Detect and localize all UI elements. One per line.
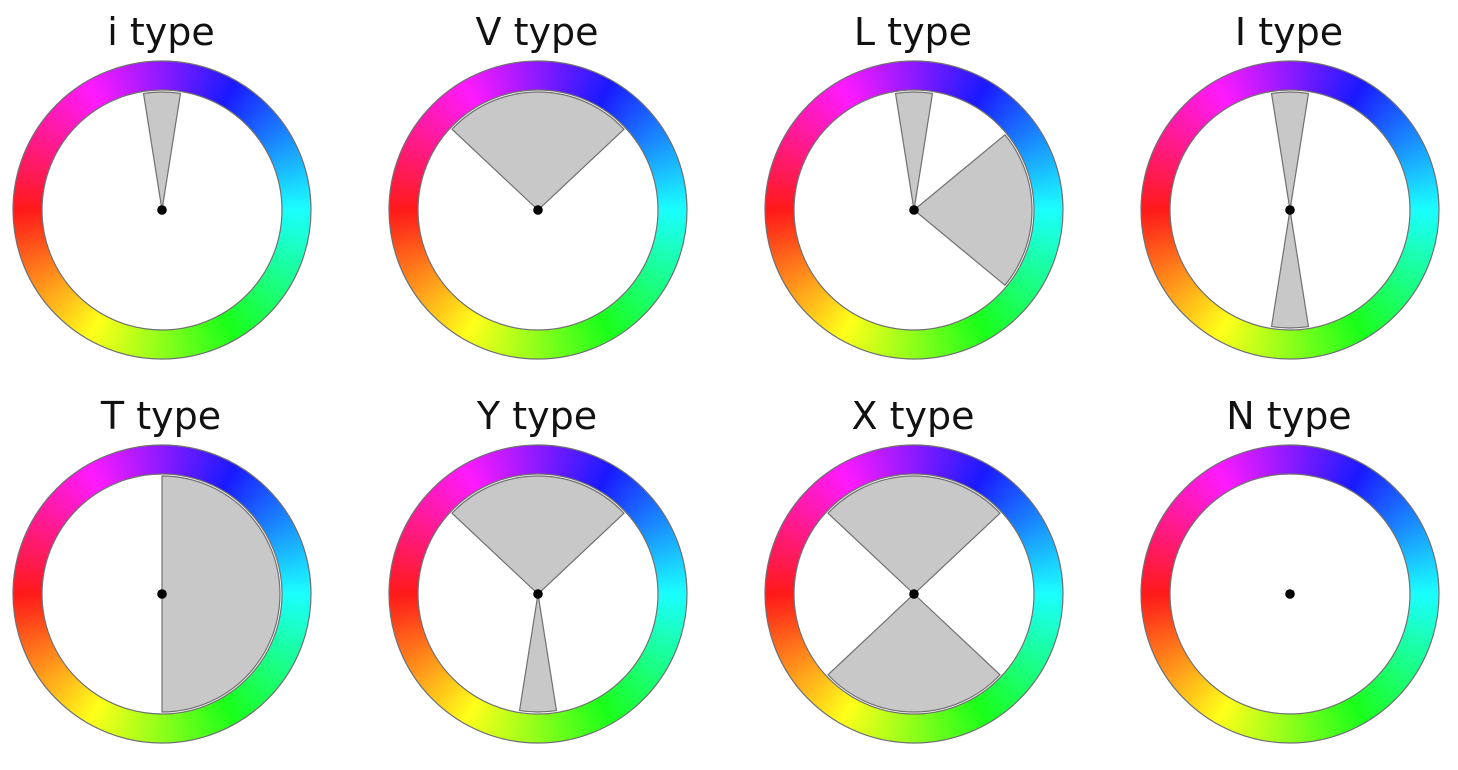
hue-ring	[1141, 445, 1439, 743]
template-sector	[451, 91, 625, 211]
center-dot	[909, 589, 919, 599]
ring-outer-outline	[12, 444, 312, 744]
ring-outer-outline	[388, 60, 688, 360]
template-title-v: V type	[475, 10, 599, 54]
hue-ring	[1141, 61, 1439, 359]
center-dot	[533, 205, 543, 215]
template-title-i-upper: I type	[1234, 10, 1344, 54]
hue-ring	[389, 61, 687, 359]
hue-wheel-t	[12, 444, 312, 744]
ring-outer-outline	[764, 444, 1064, 744]
ring-outer-outline	[388, 444, 688, 744]
template-sector	[451, 475, 625, 595]
template-title-i: i type	[107, 10, 215, 54]
template-panel-y: Y type	[387, 384, 688, 754]
ring-outer-outline	[1140, 60, 1440, 360]
hue-wheel-v	[388, 60, 688, 360]
ring-outer-outline	[12, 60, 312, 360]
template-panel-i-upper: I type	[1139, 0, 1440, 370]
center-dot	[157, 589, 167, 599]
template-title-x: X type	[851, 394, 975, 438]
template-sector	[142, 91, 182, 211]
ring-outer-outline	[764, 60, 1064, 360]
template-title-l: L type	[853, 10, 973, 54]
center-dot	[1285, 589, 1295, 599]
template-sector	[518, 593, 558, 713]
hue-ring	[13, 61, 311, 359]
hue-wheel-x	[764, 444, 1064, 744]
ring-outer-outline	[1140, 444, 1440, 744]
center-dot	[533, 589, 543, 599]
template-sector	[827, 475, 1001, 595]
template-sector	[1270, 209, 1310, 329]
template-panel-x: X type	[763, 384, 1064, 754]
template-sector	[827, 593, 1001, 713]
template-title-y: Y type	[476, 394, 598, 438]
template-sector	[913, 133, 1033, 287]
template-panel-i: i type	[11, 0, 312, 370]
center-dot	[157, 205, 167, 215]
template-title-n: N type	[1226, 394, 1352, 438]
hue-wheel-l	[764, 60, 1064, 360]
template-panel-v: V type	[387, 0, 688, 370]
center-dot	[909, 205, 919, 215]
hue-ring	[389, 445, 687, 743]
template-sector	[1270, 91, 1310, 211]
center-dot	[1285, 205, 1295, 215]
template-sector	[894, 91, 934, 211]
hue-wheel-n	[1140, 444, 1440, 744]
hue-ring	[765, 61, 1063, 359]
hue-wheel-y	[388, 444, 688, 744]
template-panel-l: L type	[763, 0, 1064, 370]
template-sector	[161, 475, 281, 713]
hue-wheel-i	[12, 60, 312, 360]
hue-ring	[765, 445, 1063, 743]
template-panel-n: N type	[1139, 384, 1440, 754]
template-title-t: T type	[100, 394, 222, 438]
hue-wheel-i-upper	[1140, 60, 1440, 360]
template-panel-t: T type	[11, 384, 312, 754]
hue-ring	[13, 445, 311, 743]
